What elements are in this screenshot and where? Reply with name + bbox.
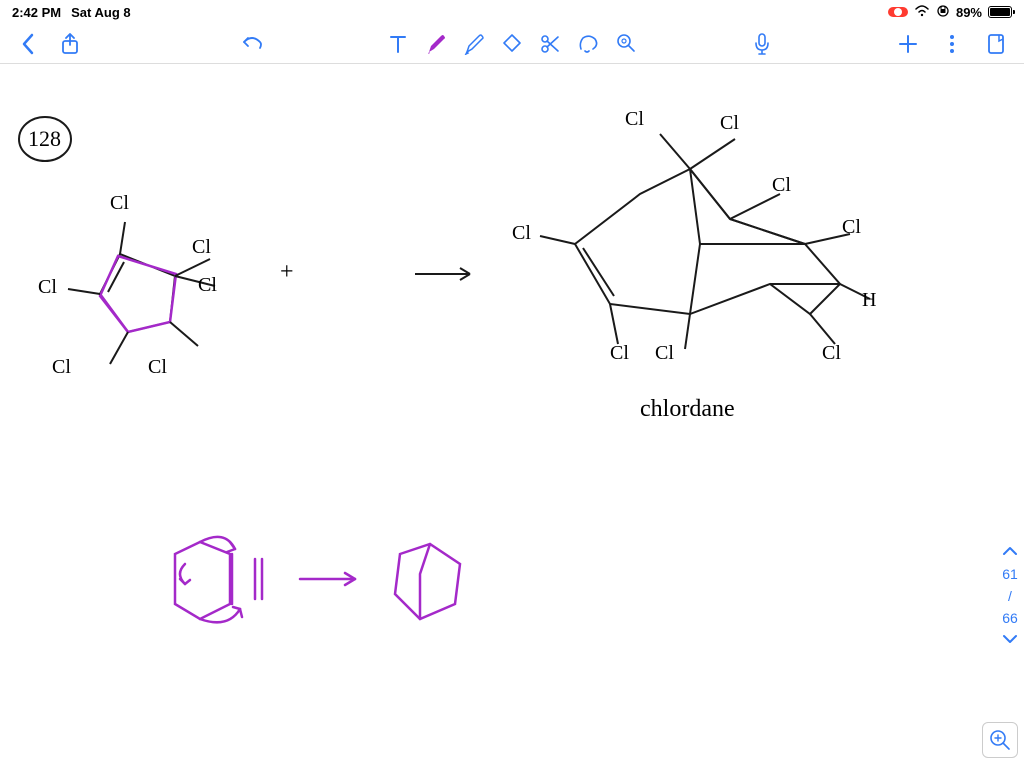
toolbar [0, 24, 1024, 64]
pen-tool-active[interactable] [424, 32, 448, 56]
status-left: 2:42 PM Sat Aug 8 [12, 5, 131, 20]
page-down-button[interactable] [1002, 632, 1018, 648]
toolbar-right [896, 32, 1008, 56]
cl-label: Cl [38, 276, 57, 299]
highlighter-tool[interactable] [462, 32, 486, 56]
more-button[interactable] [940, 32, 964, 56]
undo-button[interactable] [240, 32, 264, 56]
lasso-tool[interactable] [576, 32, 600, 56]
battery-pct: 89% [956, 5, 982, 20]
status-date: Sat Aug 8 [71, 5, 130, 20]
wifi-icon [914, 5, 930, 20]
toolbar-center [386, 32, 638, 56]
page-sep: / [1008, 588, 1012, 604]
canvas[interactable]: 128 Cl Cl Cl Cl Cl Cl + Cl Cl Cl Cl Cl C… [0, 64, 1024, 768]
cl-label: Cl [512, 222, 531, 245]
eraser-tool[interactable] [500, 32, 524, 56]
mic-section [750, 32, 774, 56]
status-bar: 2:42 PM Sat Aug 8 89% [0, 0, 1024, 24]
cl-label: Cl [192, 236, 211, 259]
back-button[interactable] [16, 32, 40, 56]
toolbar-left [16, 32, 264, 56]
plus-sign: + [280, 259, 294, 286]
cl-label: Cl [822, 342, 841, 365]
cl-label: Cl [148, 356, 167, 379]
h-label: H [862, 289, 876, 312]
status-right: 89% [888, 4, 1012, 21]
zoom-in-button[interactable] [982, 722, 1018, 758]
recording-badge [888, 7, 908, 17]
battery-icon [988, 6, 1012, 18]
cl-label: Cl [52, 356, 71, 379]
cl-label: Cl [610, 342, 629, 365]
share-button[interactable] [58, 32, 82, 56]
drawing-layer [0, 64, 1024, 768]
cl-label: Cl [842, 216, 861, 239]
problem-number: 128 [28, 126, 61, 152]
status-time: 2:42 PM [12, 5, 61, 20]
text-tool[interactable] [386, 32, 410, 56]
scissors-tool[interactable] [538, 32, 562, 56]
page-current: 61 [1002, 566, 1018, 582]
orientation-lock-icon [936, 4, 950, 21]
mic-button[interactable] [750, 32, 774, 56]
zoom-tool[interactable] [614, 32, 638, 56]
add-button[interactable] [896, 32, 920, 56]
cl-label: Cl [772, 174, 791, 197]
cl-label: Cl [110, 192, 129, 215]
pages-button[interactable] [984, 32, 1008, 56]
page-nav: 61 / 66 [1002, 544, 1018, 648]
cl-label: Cl [625, 108, 644, 131]
page-up-button[interactable] [1002, 544, 1018, 560]
cl-label: Cl [655, 342, 674, 365]
product-name: chlordane [640, 396, 735, 423]
cl-label: Cl [720, 112, 739, 135]
cl-label: Cl [198, 274, 217, 297]
page-total: 66 [1002, 610, 1018, 626]
